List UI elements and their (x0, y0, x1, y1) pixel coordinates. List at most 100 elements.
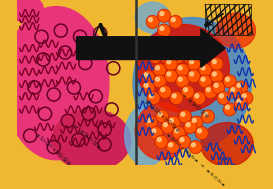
Text: $\rightarrow$ $\equiv$Si-O-Si$\equiv$: $\rightarrow$ $\equiv$Si-O-Si$\equiv$ (179, 90, 211, 120)
Circle shape (169, 15, 182, 29)
Circle shape (152, 129, 156, 133)
Circle shape (195, 126, 208, 140)
Circle shape (161, 120, 174, 133)
Circle shape (204, 112, 207, 116)
Circle shape (223, 75, 236, 88)
Circle shape (149, 50, 162, 64)
Circle shape (144, 42, 157, 55)
Circle shape (158, 85, 171, 98)
Circle shape (201, 66, 205, 70)
Circle shape (158, 9, 171, 22)
Ellipse shape (137, 25, 229, 112)
Circle shape (240, 91, 253, 105)
Circle shape (190, 72, 194, 76)
Circle shape (169, 143, 173, 147)
Circle shape (181, 85, 194, 98)
Circle shape (170, 119, 173, 122)
Circle shape (235, 81, 248, 94)
Circle shape (195, 94, 199, 98)
Circle shape (198, 129, 201, 133)
Circle shape (192, 91, 206, 105)
Circle shape (183, 50, 196, 64)
Circle shape (185, 53, 189, 57)
Circle shape (210, 70, 223, 83)
FancyArrow shape (76, 29, 225, 67)
Circle shape (204, 85, 217, 98)
Ellipse shape (8, 0, 43, 22)
Circle shape (235, 97, 248, 110)
Bar (205, 4, 251, 35)
Circle shape (146, 15, 159, 29)
Circle shape (237, 83, 241, 87)
Circle shape (160, 26, 164, 30)
Circle shape (178, 66, 182, 70)
Circle shape (189, 42, 202, 55)
Circle shape (225, 105, 230, 109)
Circle shape (237, 99, 241, 103)
Circle shape (212, 72, 216, 76)
Circle shape (191, 143, 195, 147)
Circle shape (144, 83, 148, 87)
Circle shape (175, 129, 179, 133)
Circle shape (167, 72, 171, 76)
Ellipse shape (216, 13, 256, 48)
Circle shape (225, 77, 230, 81)
Ellipse shape (125, 105, 168, 166)
Circle shape (187, 70, 200, 83)
Circle shape (155, 135, 168, 148)
Circle shape (242, 94, 246, 98)
Text: Δ: Δ (91, 22, 109, 44)
Circle shape (180, 38, 184, 42)
Circle shape (153, 64, 166, 77)
Circle shape (184, 120, 197, 133)
Ellipse shape (52, 109, 131, 171)
Circle shape (199, 64, 212, 77)
Circle shape (210, 57, 223, 70)
Circle shape (146, 44, 150, 48)
Circle shape (186, 123, 190, 127)
Circle shape (189, 140, 202, 154)
Circle shape (190, 116, 203, 129)
Circle shape (171, 18, 175, 22)
Circle shape (178, 36, 191, 49)
Circle shape (219, 94, 223, 98)
Circle shape (176, 64, 189, 77)
Circle shape (201, 77, 205, 81)
Ellipse shape (201, 122, 253, 166)
Circle shape (187, 57, 200, 70)
Ellipse shape (4, 7, 109, 160)
Circle shape (171, 50, 185, 64)
Circle shape (144, 73, 148, 77)
Circle shape (212, 81, 225, 94)
Circle shape (161, 88, 165, 92)
Circle shape (206, 88, 210, 92)
Circle shape (170, 91, 183, 105)
Text: $\equiv$Si-OH + HO-Si$\equiv$: $\equiv$Si-OH + HO-Si$\equiv$ (142, 97, 183, 134)
Circle shape (217, 91, 230, 105)
Circle shape (157, 38, 161, 42)
Circle shape (167, 60, 171, 64)
Circle shape (212, 60, 216, 64)
Circle shape (142, 81, 155, 94)
Circle shape (183, 88, 188, 92)
Circle shape (179, 110, 192, 123)
Circle shape (214, 83, 218, 87)
Circle shape (164, 123, 167, 127)
Circle shape (153, 75, 166, 88)
Circle shape (155, 36, 168, 49)
Circle shape (174, 53, 178, 57)
Circle shape (147, 119, 151, 122)
Circle shape (199, 75, 212, 88)
Circle shape (172, 126, 186, 140)
Text: $\equiv$Si-OH + HO-Si$\equiv$  $\rightarrow$  $\equiv$Si-O-Si$\equiv$: $\equiv$Si-OH + HO-Si$\equiv$ $\rightarr… (164, 130, 227, 188)
Circle shape (165, 70, 178, 83)
Circle shape (158, 24, 171, 37)
Circle shape (169, 44, 173, 48)
Ellipse shape (133, 18, 251, 149)
Circle shape (157, 138, 161, 142)
Circle shape (142, 70, 155, 84)
Circle shape (178, 135, 191, 148)
Ellipse shape (135, 103, 188, 160)
Circle shape (165, 57, 178, 70)
Circle shape (178, 77, 182, 81)
